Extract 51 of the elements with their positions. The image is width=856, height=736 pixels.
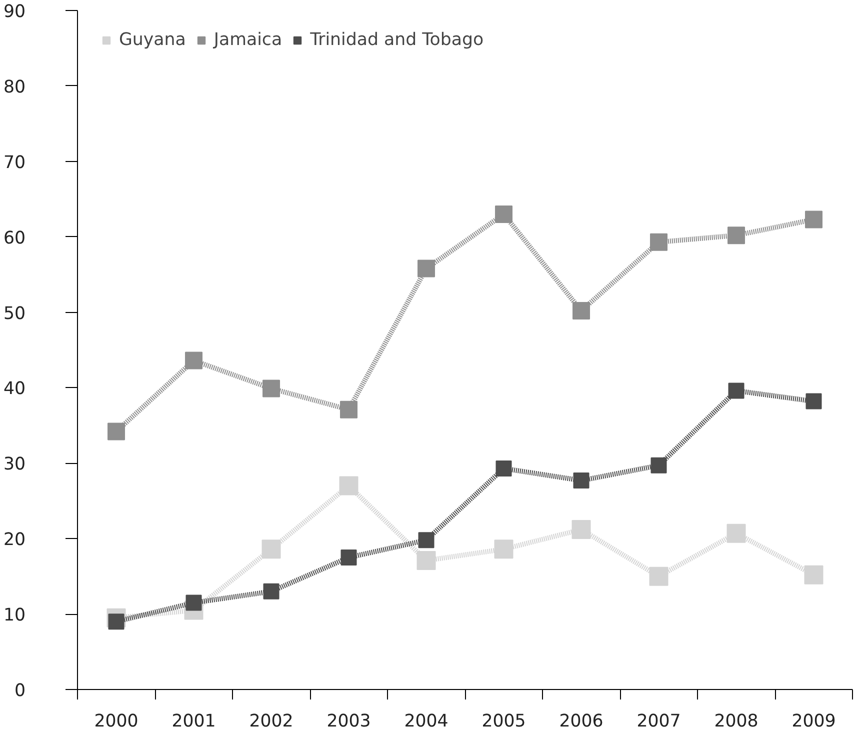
y-tick-label: 70 xyxy=(3,152,26,173)
x-tick-label: 2008 xyxy=(714,712,758,732)
x-tick-label: 2001 xyxy=(172,712,216,732)
point xyxy=(108,422,125,440)
x-tick-label: 2000 xyxy=(94,712,138,732)
y-tick-label: 0 xyxy=(14,681,26,701)
point xyxy=(572,302,590,320)
point xyxy=(340,549,357,566)
point xyxy=(728,382,744,399)
x-tick-label: 2003 xyxy=(326,712,371,732)
point xyxy=(340,400,358,418)
y-tick-label: 90 xyxy=(3,2,26,22)
point xyxy=(108,614,124,630)
x-tick-label: 2004 xyxy=(404,712,448,732)
y-tick-label: 40 xyxy=(3,379,26,400)
point xyxy=(339,476,358,496)
point xyxy=(726,524,746,543)
x-tick-label: 2005 xyxy=(482,712,526,732)
point xyxy=(262,380,280,398)
x-tick-label: 2009 xyxy=(792,712,836,732)
y-tick-label: 50 xyxy=(3,304,26,324)
point xyxy=(806,393,822,410)
point xyxy=(262,540,281,559)
point xyxy=(418,260,435,278)
x-tick-label: 2002 xyxy=(249,712,294,732)
point xyxy=(495,205,512,223)
point xyxy=(650,457,667,474)
point xyxy=(805,210,822,228)
y-tick-label: 80 xyxy=(3,77,26,98)
point xyxy=(650,233,668,251)
point xyxy=(804,565,824,584)
point xyxy=(496,460,512,476)
point xyxy=(573,472,590,489)
point xyxy=(494,540,514,559)
point xyxy=(649,566,668,586)
point xyxy=(572,520,591,540)
legend-label: Trinidad and Tobago xyxy=(310,30,484,50)
y-tick-label: 20 xyxy=(3,530,26,550)
y-tick-label: 60 xyxy=(3,228,26,248)
legend-label: Guyana xyxy=(119,30,186,50)
point xyxy=(418,532,434,548)
point xyxy=(186,594,202,611)
point xyxy=(263,583,280,600)
x-tick-label: 2006 xyxy=(559,712,604,732)
x-tick-label: 2007 xyxy=(636,712,681,732)
legend-label: Jamaica xyxy=(214,30,282,50)
y-tick-label: 30 xyxy=(3,454,26,475)
point xyxy=(416,550,436,570)
y-tick-label: 10 xyxy=(3,606,26,626)
point xyxy=(185,352,202,370)
point xyxy=(728,226,745,244)
